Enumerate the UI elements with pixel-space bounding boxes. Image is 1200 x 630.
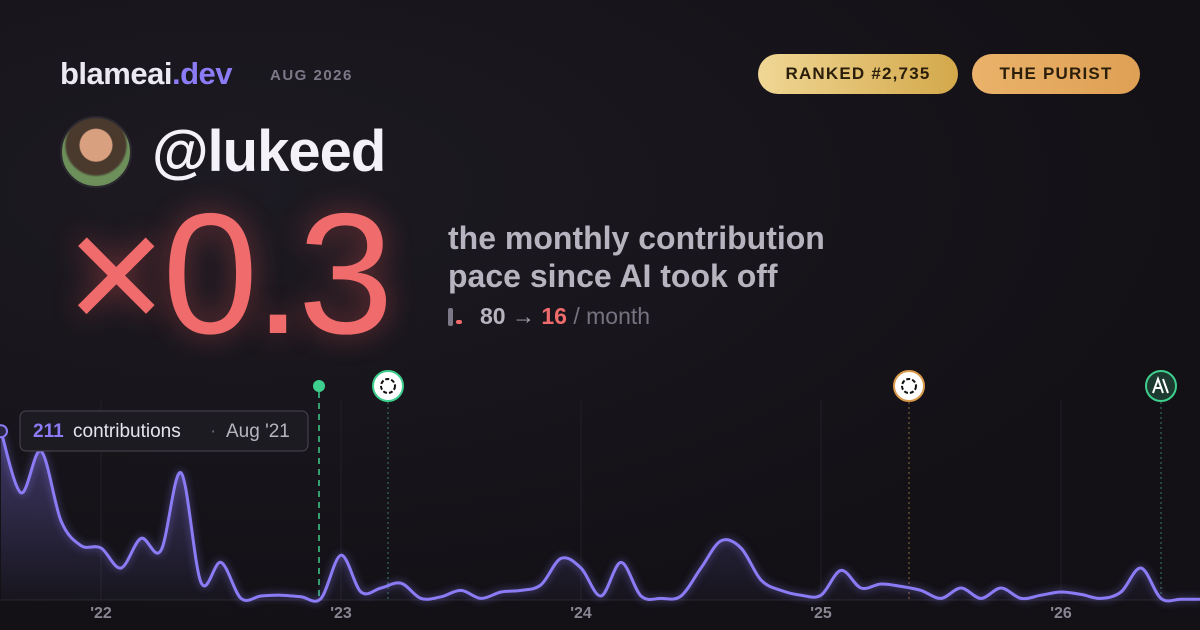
- brand-name: blameai: [60, 56, 172, 91]
- events: [313, 370, 1177, 600]
- brand: blameai.dev: [60, 56, 232, 92]
- x-tick-label: '22: [90, 605, 112, 622]
- tooltip-date: Aug '21: [226, 421, 290, 442]
- event-icon: [901, 378, 917, 394]
- headline-line: pace since AI took off: [448, 258, 778, 294]
- x-tick-label: '25: [810, 605, 832, 622]
- handle: @lukeed: [152, 119, 386, 184]
- tooltip-value: 211: [33, 421, 64, 442]
- tooltip-sep: ·: [210, 421, 216, 442]
- stats: 80 → 16 / month: [448, 303, 650, 330]
- x-tick-label: '24: [570, 605, 592, 622]
- x-tick-label: '23: [330, 605, 352, 622]
- hover-point: [0, 424, 8, 439]
- x-tick-label: '26: [1050, 605, 1072, 622]
- tooltip-box: [19, 410, 309, 452]
- icon: [456, 320, 462, 324]
- stat-after: 16: [541, 303, 567, 329]
- tooltip: 211 contributions · Aug '21: [19, 410, 309, 452]
- event-icon: [893, 370, 925, 402]
- rank-badge: RANKED #2,735: [758, 54, 958, 94]
- title-badge: THE PURIST: [972, 54, 1140, 94]
- multiplier: ×0.3: [66, 178, 394, 370]
- area: [1, 431, 1200, 602]
- stat-arrow: →: [511, 303, 535, 329]
- date: AUG 2026: [270, 67, 353, 84]
- headline-line: the monthly contribution: [448, 220, 825, 256]
- icon: [448, 308, 453, 326]
- stat-unit: / month: [573, 303, 651, 329]
- event-icon: [372, 370, 404, 402]
- event-icon: [1152, 376, 1169, 394]
- event-dot: [313, 380, 325, 392]
- line: [0, 430, 1200, 603]
- event-icon: [380, 378, 396, 394]
- avatar: [60, 116, 132, 188]
- stat-before: 80: [480, 303, 506, 329]
- brand-tld: .dev: [171, 56, 233, 91]
- tooltip-unit: contributions: [73, 421, 181, 442]
